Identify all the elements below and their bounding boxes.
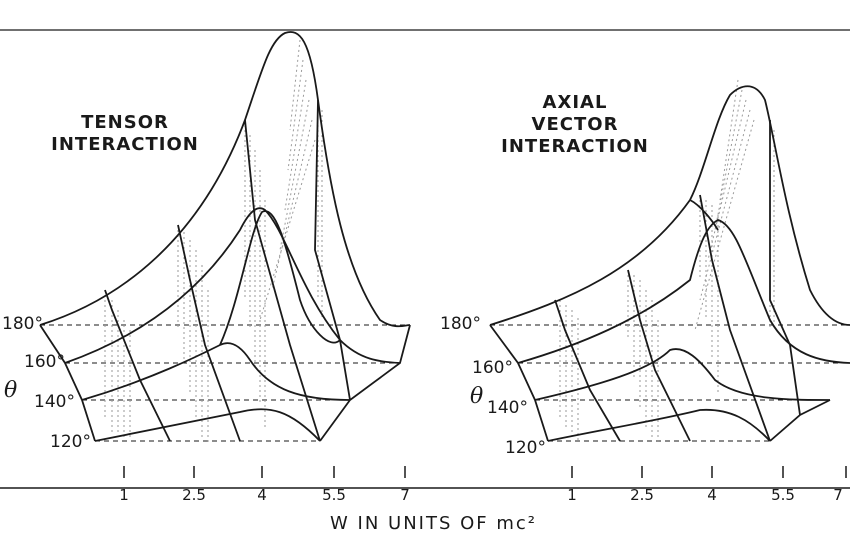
tensor-left-edge xyxy=(39,324,96,442)
axial-title-line-2: VECTOR xyxy=(531,114,619,135)
tensor-peak-bulge xyxy=(219,210,341,346)
tensor-title-line-1: TENSOR xyxy=(81,112,169,133)
axial-w4-section xyxy=(699,194,771,442)
tensor-x-tick-5: 7 xyxy=(400,486,410,504)
axial-w55-section xyxy=(769,120,801,416)
axial-curve-160 xyxy=(517,219,850,364)
tensor-ridge-back xyxy=(39,31,411,328)
axial-peak-bulge xyxy=(689,199,719,231)
tensor-curve-160 xyxy=(64,207,401,364)
axial-w25-section xyxy=(627,269,691,442)
axial-right-edge xyxy=(769,399,831,442)
axial-x-tick-2: 2.5 xyxy=(630,486,654,504)
tensor-w25-section xyxy=(177,224,241,442)
x-axis-ticks xyxy=(123,466,847,478)
tensor-title-line-2: INTERACTION xyxy=(51,134,199,155)
tensor-angle-140: 140° xyxy=(34,392,75,412)
axial-x-tick-4: 5.5 xyxy=(771,486,795,504)
tensor-dashed-projections xyxy=(40,324,410,442)
tensor-angle-120: 120° xyxy=(50,432,91,452)
tensor-x-tick-3: 4 xyxy=(257,486,267,504)
axial-title-line-3: INTERACTION xyxy=(501,136,649,157)
tensor-w1-section xyxy=(104,289,171,442)
axial-dashed-projections xyxy=(490,324,850,442)
tensor-angle-160: 160° xyxy=(24,352,65,372)
axial-angle-120: 120° xyxy=(505,438,546,458)
x-axis-label: W IN UNITS OF mc² xyxy=(330,513,537,534)
axial-x-tick-1: 1 xyxy=(567,486,577,504)
axial-title-line-1: AXIAL xyxy=(542,92,608,113)
axial-x-tick-3: 4 xyxy=(707,486,717,504)
tensor-surface xyxy=(39,31,411,442)
tensor-w55-section xyxy=(314,99,351,401)
axial-curve-140 xyxy=(534,348,831,401)
tensor-curve-120 xyxy=(94,408,321,442)
tensor-angle-180: 180° xyxy=(2,314,43,334)
axial-w1-section xyxy=(554,299,621,442)
tensor-shading xyxy=(104,39,323,442)
axial-angle-140: 140° xyxy=(487,398,528,418)
tensor-x-tick-1: 1 xyxy=(119,486,129,504)
axial-theta-label: θ xyxy=(470,384,484,409)
tensor-x-tick-4: 5.5 xyxy=(322,486,346,504)
tensor-x-tick-2: 2.5 xyxy=(182,486,206,504)
axial-angle-160: 160° xyxy=(472,358,513,378)
tensor-title: TENSOR INTERACTION xyxy=(45,112,205,156)
axial-left-edge xyxy=(489,324,549,442)
axial-vector-surface xyxy=(489,79,850,442)
axial-curve-120 xyxy=(547,408,771,442)
tensor-theta-label: θ xyxy=(4,378,18,403)
axial-ridge-back xyxy=(489,85,850,326)
tensor-curve-140 xyxy=(81,342,351,401)
tensor-w4-section xyxy=(244,119,321,442)
tensor-right-edge xyxy=(319,324,411,442)
axial-x-tick-5: 7 xyxy=(833,486,843,504)
axial-angle-180: 180° xyxy=(440,314,481,334)
axial-vector-title: AXIAL VECTOR INTERACTION xyxy=(495,92,655,158)
